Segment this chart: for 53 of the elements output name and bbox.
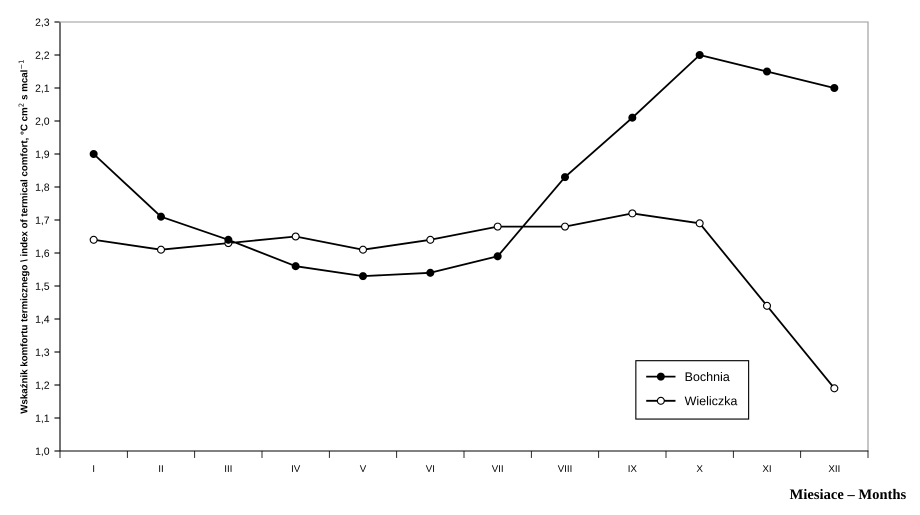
y-tick-label: 2,2 (36, 52, 50, 60)
point (156, 246, 166, 254)
y-axis-title: Wskaźnik komfortu termicznego \ index of termical comfort, °C cm$^{2}$ s mcal$^{−1}$ (18, 60, 30, 414)
point (426, 236, 434, 244)
y-tick-label: 2,1 (36, 84, 50, 94)
x-tick-label: IX (628, 465, 637, 472)
point (426, 268, 434, 277)
point (494, 252, 502, 260)
x-tick-label: VI (426, 465, 434, 472)
point (358, 246, 368, 254)
point (696, 219, 704, 228)
point (292, 262, 300, 270)
x-tick-label: VIII (558, 465, 572, 472)
point (292, 232, 300, 241)
point (628, 209, 636, 218)
x-tick-label: IV (292, 465, 300, 472)
x-tick-label: II (159, 465, 163, 472)
point (358, 272, 368, 280)
y-tick-label: 2,0 (36, 118, 50, 126)
x-tick-label: X (696, 465, 703, 472)
y-tick-label: 2,3 (36, 18, 50, 28)
y-tick-label: 1,1 (36, 414, 50, 424)
y-tick-label: 1,0 (36, 448, 50, 456)
y-tick-label: 1,6 (36, 250, 50, 258)
point (560, 222, 570, 231)
x-tick-label: XI (762, 465, 771, 472)
point (628, 114, 636, 122)
x-tick-label: I (93, 465, 94, 472)
y-tick-label: 1,4 (36, 316, 50, 324)
point (762, 67, 772, 76)
x-tick-label: VII (492, 465, 503, 472)
y-tick-label: 1,7 (36, 216, 50, 226)
x-tick-label: XII (828, 465, 840, 472)
y-tick-label: 1,2 (36, 382, 50, 390)
legend-label: Wieliczka (684, 396, 738, 406)
point (830, 384, 838, 392)
point (830, 84, 838, 92)
point (762, 302, 772, 310)
point (224, 236, 232, 244)
point (90, 150, 98, 158)
point (696, 50, 704, 60)
x-tick-label: V (360, 465, 366, 472)
point (90, 236, 98, 244)
point (560, 173, 570, 182)
y-tick-label: 1,8 (36, 184, 50, 192)
legend-label: Bochnia (686, 372, 730, 382)
point (156, 212, 166, 221)
x-tick-label: III (225, 465, 232, 472)
x-axis-title: Miesiace – Months (790, 488, 906, 500)
point (494, 222, 502, 231)
y-tick-label: 1,9 (36, 150, 50, 160)
y-tick-label: 1,3 (36, 348, 50, 358)
y-tick-label: 1,5 (36, 282, 50, 292)
